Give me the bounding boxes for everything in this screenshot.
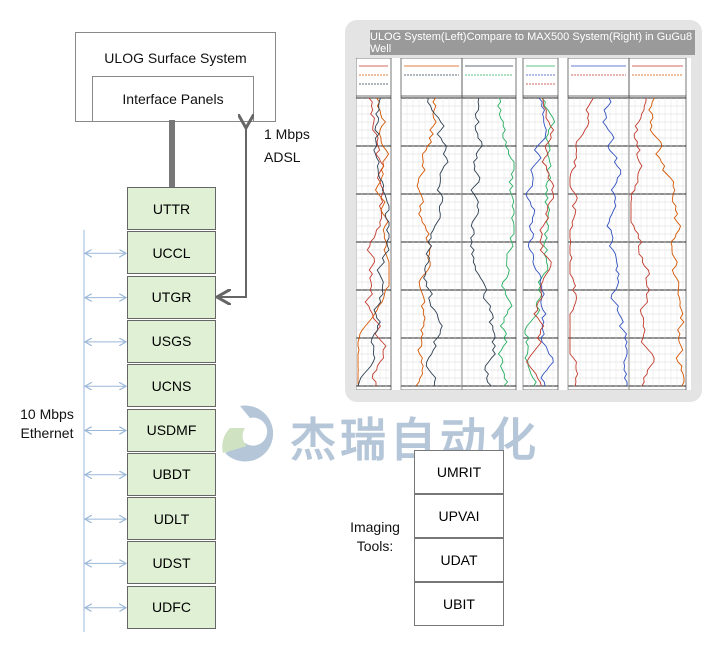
log-curve: [423, 97, 449, 387]
module-udfc: UDFC: [127, 585, 216, 629]
module-udlt: UDLT: [127, 497, 216, 541]
adsl-label: 1 Mbps ADSL: [264, 123, 310, 169]
module-uccl: UCCL: [127, 231, 216, 275]
tool-upvai: UPVAI: [414, 494, 504, 538]
log-curve: [602, 97, 628, 386]
module-usgs: USGS: [127, 319, 216, 363]
module-utgr: UTGR: [127, 275, 216, 319]
log-curve: [524, 97, 556, 387]
ethernet-speed: 10 Mbps: [20, 406, 74, 422]
log-background: [356, 58, 691, 390]
module-usdmf: USDMF: [127, 408, 216, 452]
well-log-image: [356, 58, 691, 390]
log-panel-title: ULOG System(Left)Compare to MAX500 Syste…: [370, 30, 695, 55]
log-curve: [569, 97, 594, 387]
surface-system-title: ULOG Surface System: [104, 50, 247, 66]
log-curve: [526, 97, 555, 387]
module-udst: UDST: [127, 541, 216, 585]
log-panel-title-text: ULOG System(Left)Compare to MAX500 Syste…: [370, 30, 693, 55]
log-comparison-panel: ULOG System(Left)Compare to MAX500 Syste…: [345, 20, 702, 402]
log-curve: [525, 97, 554, 387]
log-track: [356, 58, 392, 390]
watermark-logo: [222, 405, 274, 462]
tool-udat: UDAT: [414, 538, 504, 582]
tool-ubit: UBIT: [414, 582, 504, 626]
ethernet-type: Ethernet: [20, 425, 74, 441]
log-curve: [630, 97, 655, 387]
tool-umrit: UMRIT: [414, 450, 504, 494]
module-ubdt: UBDT: [127, 452, 216, 496]
adsl-speed: 1 Mbps: [264, 126, 310, 142]
log-curve: [497, 97, 515, 387]
imaging-label-2: Tools:: [356, 538, 394, 554]
imaging-label-1: Imaging: [350, 519, 400, 535]
log-curve: [648, 97, 685, 387]
adsl-type: ADSL: [264, 149, 301, 165]
log-curve: [469, 97, 496, 387]
interface-panels-label: Interface Panels: [122, 91, 224, 107]
ethernet-label: 10 Mbps Ethernet: [14, 405, 80, 443]
log-curve: [364, 97, 387, 386]
module-ucns: UCNS: [127, 364, 216, 408]
module-uttr: UTTR: [127, 187, 216, 230]
imaging-tools-label: Imaging Tools:: [344, 518, 406, 556]
adsl-link-arrow: [219, 126, 246, 297]
log-curve: [357, 97, 390, 387]
